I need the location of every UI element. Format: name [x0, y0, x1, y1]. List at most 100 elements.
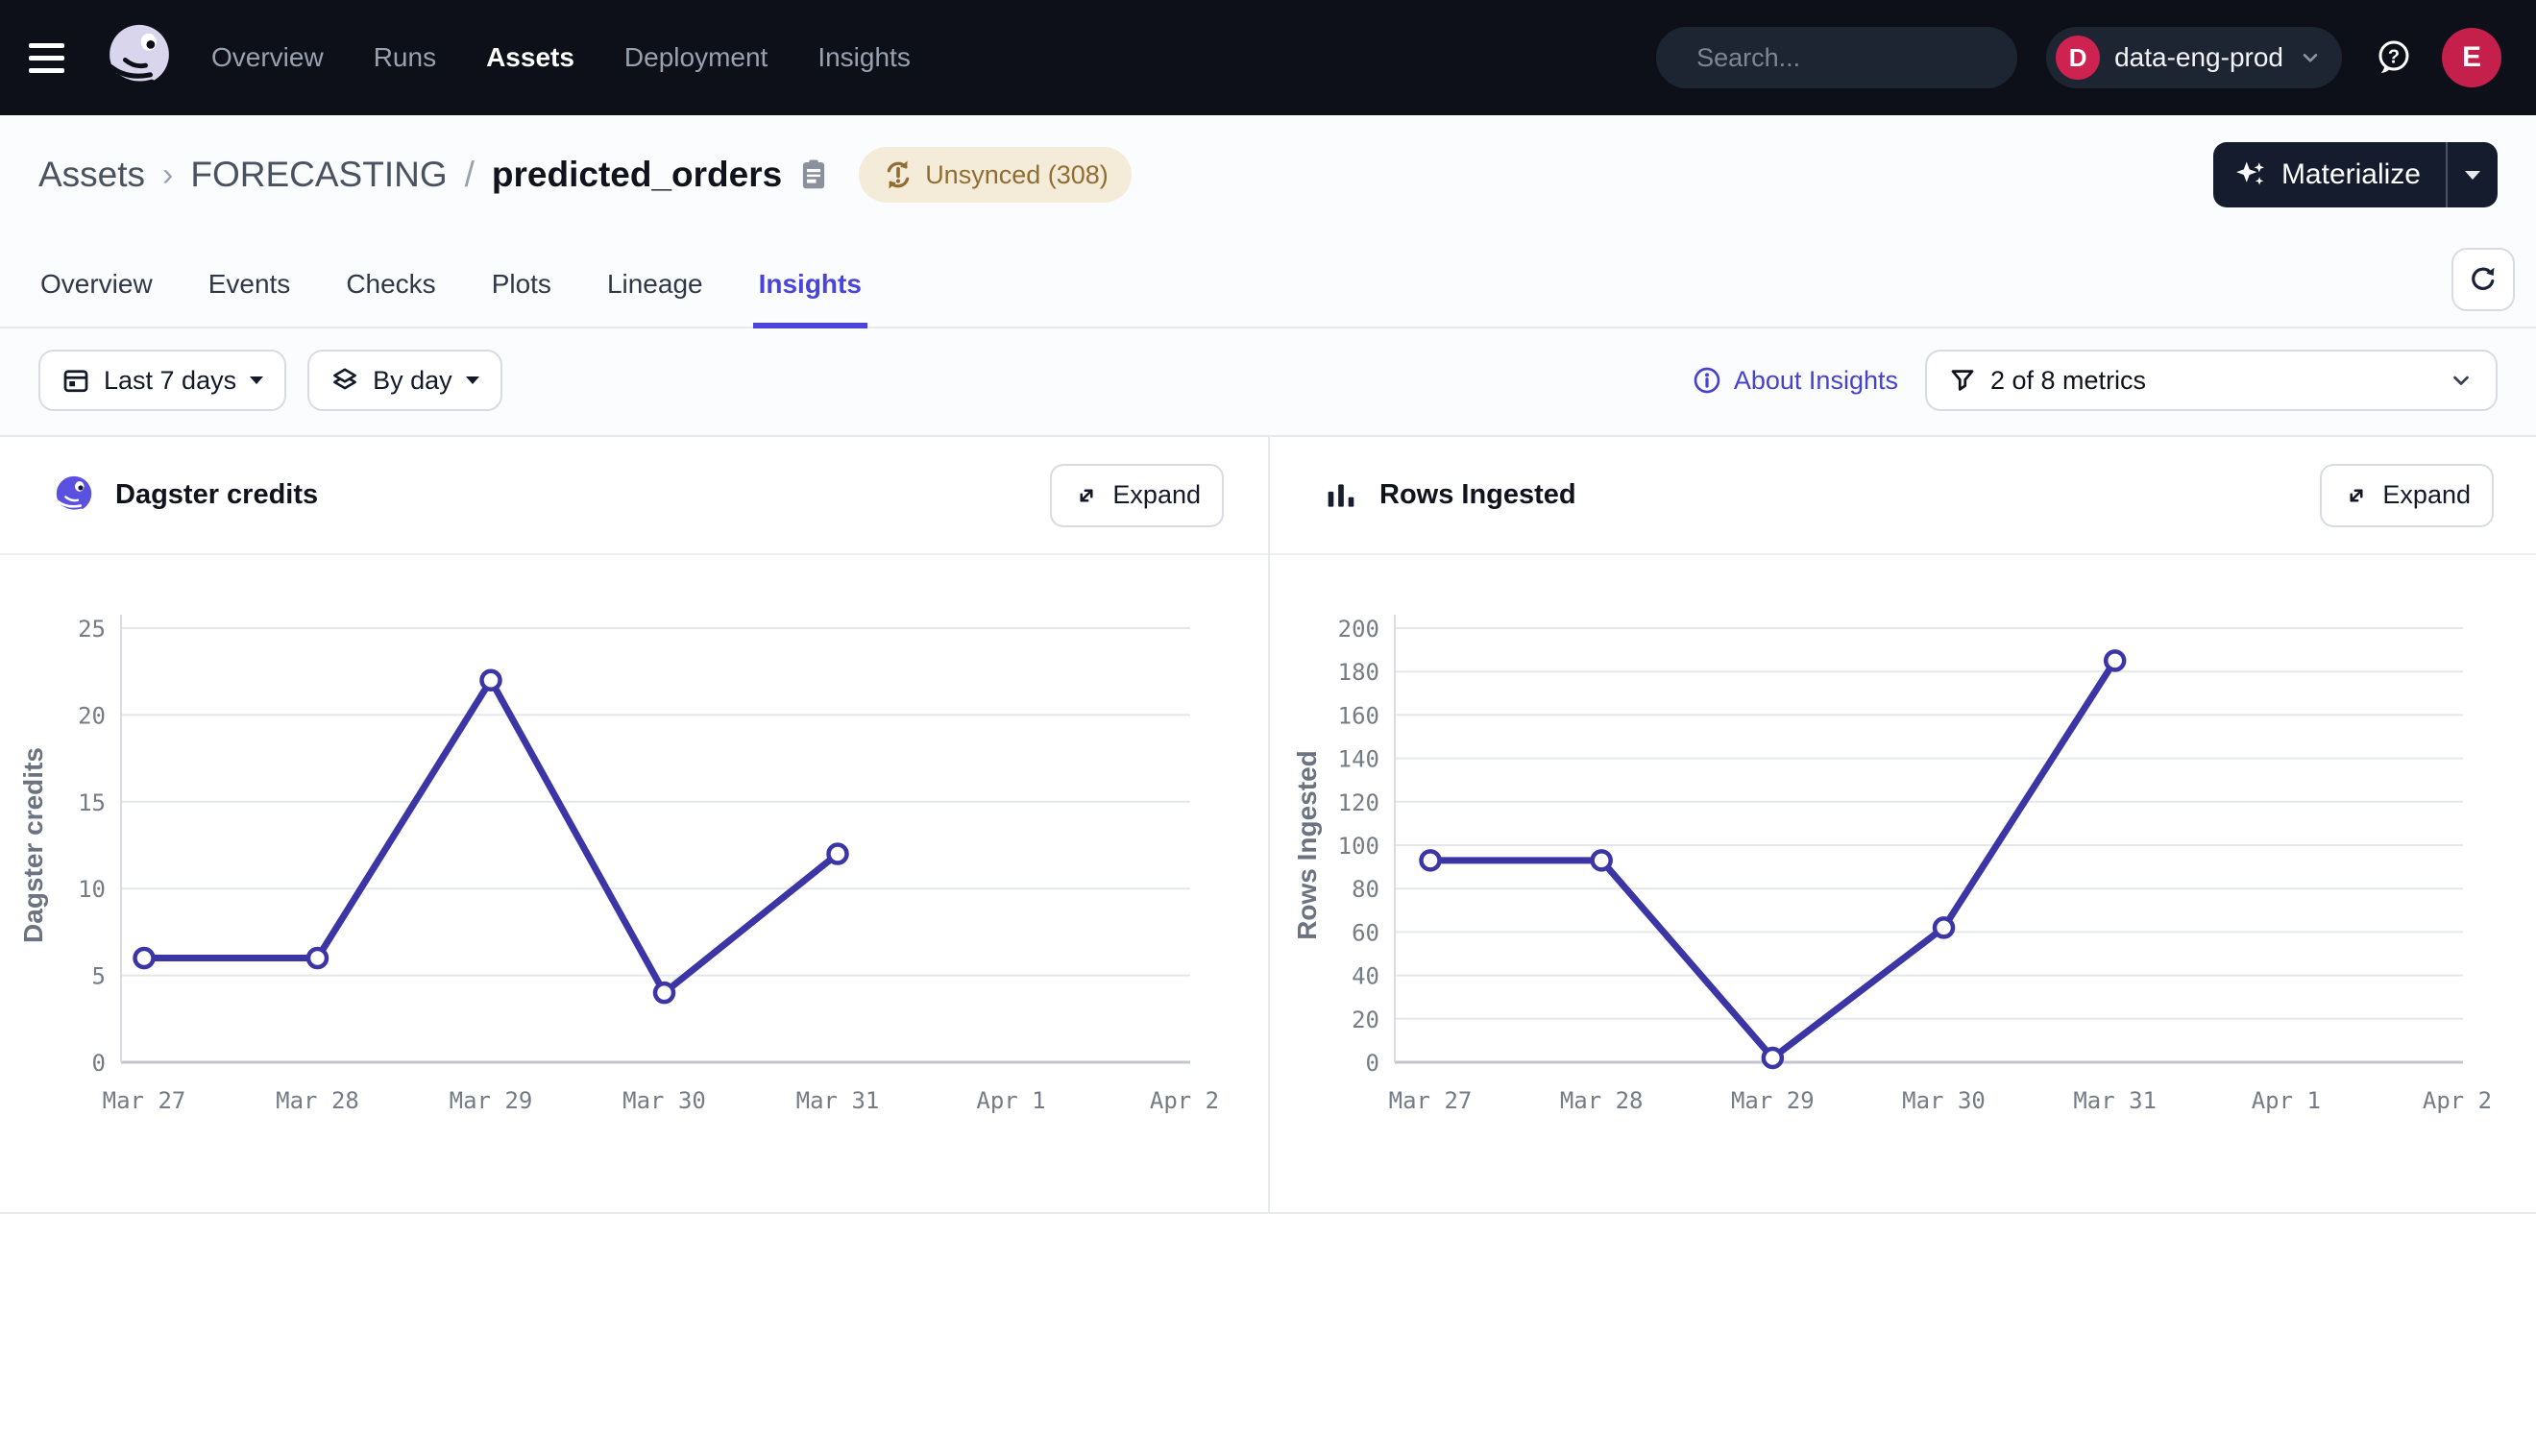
rows-ingested-panel: Rows Ingested Expand 0 20 40 60 80 100 120 140 1…: [1268, 437, 2536, 1212]
expand-icon: [1080, 488, 1093, 502]
svg-text:Apr 1: Apr 1: [2252, 1087, 2321, 1114]
breadcrumb-assets-link[interactable]: Assets: [38, 155, 146, 194]
asset-header: Assets › FORECASTING / predicted_orders: [0, 115, 2536, 207]
svg-text:Mar 30: Mar 30: [622, 1087, 706, 1114]
dagster-logo-icon: [56, 475, 92, 512]
nav-links: Overview Runs Assets Deployment Insights: [211, 42, 911, 73]
dagster-credits-header: Dagster credits Expand: [0, 437, 1268, 555]
svg-text:Mar 31: Mar 31: [2073, 1087, 2157, 1114]
svg-text:Mar 28: Mar 28: [276, 1087, 359, 1114]
tab-lineage[interactable]: Lineage: [606, 269, 703, 299]
tab-plots[interactable]: Plots: [491, 269, 551, 299]
caret-down-icon: [465, 376, 479, 384]
svg-text:Mar 27: Mar 27: [1389, 1087, 1473, 1114]
svg-text:Mar 31: Mar 31: [796, 1087, 880, 1114]
hamburger-menu-icon[interactable]: [29, 30, 85, 85]
sync-alert-icon: [887, 160, 910, 189]
svg-text:60: 60: [1352, 919, 1379, 946]
chart-title: Dagster credits: [115, 479, 319, 510]
expand-label: Expand: [1112, 480, 1201, 509]
svg-text:25: 25: [78, 616, 106, 643]
user-avatar[interactable]: E: [2442, 28, 2501, 87]
unsynced-label: Unsynced (308): [925, 159, 1109, 189]
search-input[interactable]: [1696, 42, 2037, 73]
refresh-icon: [2472, 267, 2495, 290]
about-insights-link[interactable]: About Insights: [1692, 365, 1898, 396]
tab-events[interactable]: Events: [207, 269, 291, 299]
svg-text:200: 200: [1338, 616, 1379, 643]
search-box[interactable]: /: [1656, 27, 2060, 88]
svg-text:Mar 28: Mar 28: [1560, 1087, 1644, 1114]
materialize-button[interactable]: Materialize: [2213, 142, 2446, 207]
svg-text:40: 40: [1352, 963, 1379, 990]
deployment-name: data-eng-prod: [2114, 42, 2283, 72]
svg-text:0: 0: [1366, 1050, 1379, 1077]
svg-text:Dagster credits: Dagster credits: [18, 747, 48, 943]
chart-title: Rows Ingested: [1379, 479, 1576, 510]
breadcrumb-group-link[interactable]: FORECASTING: [190, 155, 448, 194]
tab-overview[interactable]: Overview: [40, 269, 153, 299]
caret-down-icon: [2465, 170, 2480, 180]
svg-text:Apr 2: Apr 2: [1150, 1087, 1219, 1114]
svg-text:Rows Ingested: Rows Ingested: [1292, 750, 1322, 940]
metrics-selector[interactable]: 2 of 8 metrics: [1925, 350, 2498, 411]
refresh-button[interactable]: [2451, 248, 2515, 311]
svg-text:15: 15: [78, 789, 106, 816]
nav-item-assets[interactable]: Assets: [486, 42, 574, 72]
sparkles-icon: [2236, 161, 2264, 185]
svg-text:120: 120: [1338, 789, 1379, 816]
svg-text:Mar 30: Mar 30: [1902, 1087, 1986, 1114]
dagster-credits-panel: Dagster credits Expand 0 5 10 15 20 25 Mar 27 M…: [0, 437, 1268, 1212]
chevron-down-icon: [2453, 376, 2469, 385]
expand-rows-chart-button[interactable]: Expand: [2320, 463, 2494, 527]
insights-charts-section: Dagster credits Expand 0 5 10 15 20 25 Mar 27 M…: [0, 435, 2536, 1214]
svg-text:10: 10: [78, 876, 106, 903]
svg-text:100: 100: [1338, 833, 1379, 860]
filter-funnel-icon: [1951, 370, 1974, 391]
rows-ingested-chart[interactable]: 0 20 40 60 80 100 120 140 160 180 200 Mar 27 Mar 28 M…: [1270, 555, 2536, 1212]
unsynced-status-badge[interactable]: Unsynced (308): [859, 147, 1132, 203]
chevron-down-icon: [2303, 53, 2318, 62]
nav-item-runs[interactable]: Runs: [373, 42, 437, 72]
help-button[interactable]: ?: [2371, 35, 2417, 81]
breadcrumb: Assets › FORECASTING / predicted_orders: [38, 155, 782, 195]
layers-icon: [333, 368, 356, 390]
svg-text:20: 20: [78, 702, 106, 729]
svg-text:Apr 2: Apr 2: [2423, 1087, 2492, 1114]
help-icon: ?: [2378, 40, 2409, 73]
materialize-dropdown-button[interactable]: [2448, 142, 2498, 207]
tab-checks[interactable]: Checks: [346, 269, 436, 299]
materialize-label: Materialize: [2280, 158, 2421, 190]
expand-label: Expand: [2382, 480, 2471, 509]
svg-text:?: ?: [2388, 47, 2400, 68]
tab-insights[interactable]: Insights: [752, 254, 868, 328]
time-range-filter[interactable]: Last 7 days: [38, 350, 287, 411]
materialize-split-button: Materialize: [2212, 142, 2498, 207]
svg-text:Mar 29: Mar 29: [1731, 1087, 1815, 1114]
svg-text:5: 5: [92, 963, 106, 990]
asset-tabs: Overview Events Checks Plots Lineage Ins…: [0, 248, 2536, 328]
svg-text:Apr 1: Apr 1: [976, 1087, 1045, 1114]
deployment-switcher[interactable]: D data-eng-prod: [2046, 27, 2342, 88]
caret-down-icon: [250, 376, 264, 384]
calendar-icon: [63, 370, 88, 393]
bar-chart-icon: [1328, 483, 1354, 507]
expand-icon: [2350, 488, 2363, 502]
metrics-selector-value: 2 of 8 metrics: [1990, 365, 2147, 395]
expand-credits-chart-button[interactable]: Expand: [1050, 463, 1224, 527]
deployment-badge: D: [2056, 36, 2101, 80]
dagster-logo-icon[interactable]: [102, 20, 177, 95]
nav-item-overview[interactable]: Overview: [211, 42, 324, 72]
dagster-credits-chart[interactable]: 0 5 10 15 20 25 Mar 27 Mar 28 Mar 29 Mar 30 Mar 31…: [0, 555, 1268, 1212]
svg-text:Mar 29: Mar 29: [450, 1087, 533, 1114]
button-divider: [2446, 142, 2448, 207]
top-nav: Overview Runs Assets Deployment Insights…: [0, 0, 2536, 115]
svg-text:80: 80: [1352, 876, 1379, 903]
svg-text:180: 180: [1338, 659, 1379, 686]
granularity-filter[interactable]: By day: [307, 350, 502, 411]
copy-asset-name-button[interactable]: [795, 157, 832, 193]
asset-title: predicted_orders: [491, 155, 783, 194]
nav-item-insights[interactable]: Insights: [817, 42, 911, 72]
svg-text:140: 140: [1338, 746, 1379, 773]
nav-item-deployment[interactable]: Deployment: [623, 42, 768, 72]
